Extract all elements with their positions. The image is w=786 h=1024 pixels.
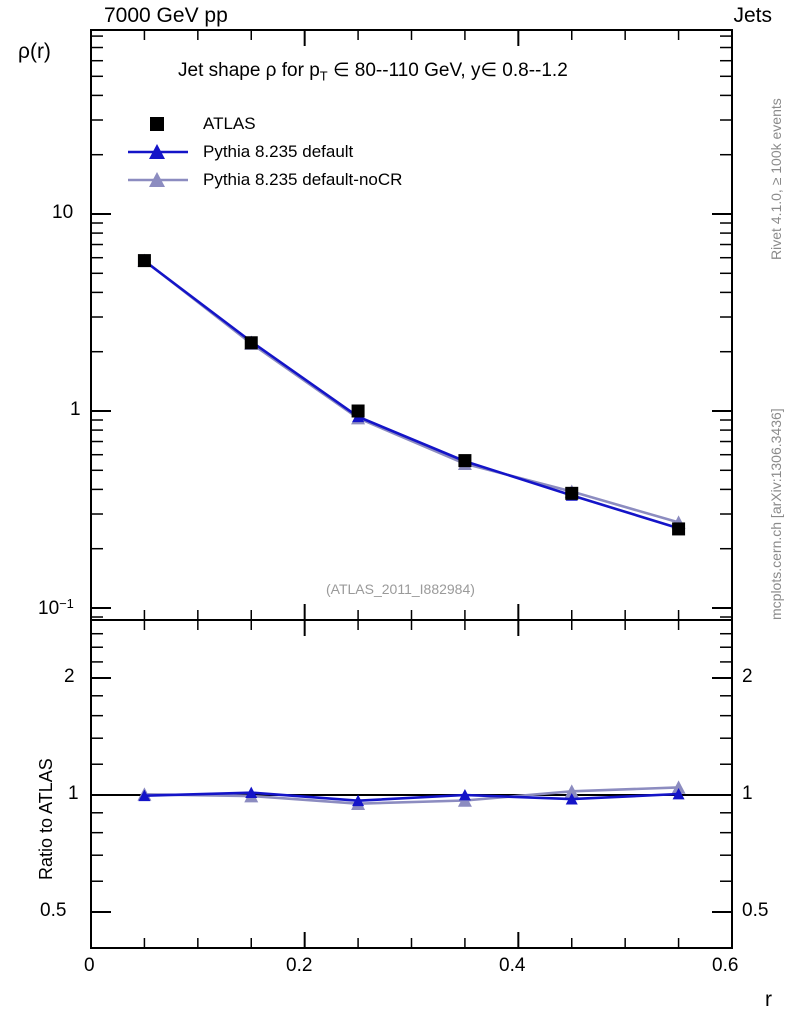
series-default-ratio (138, 786, 685, 807)
analysis-id-watermark: (ATLAS_2011_I882984) (326, 581, 475, 597)
main-ytick-label-0.1: 10−1 (38, 596, 74, 620)
ratio-ytick-label-2-left: 2 (64, 666, 75, 687)
header-category: Jets (733, 4, 772, 27)
legend-marker-atlas (150, 117, 164, 131)
legend-markers (128, 117, 188, 187)
xtick-label-02: 0.2 (286, 955, 313, 976)
ratio-panel-y-minor-ticks (91, 632, 732, 913)
main-y-axis-label: ρ(r) (18, 40, 51, 63)
xtick-label-06: 0.6 (712, 955, 739, 976)
ytick-base: 10 (38, 597, 60, 619)
main-panel-frame (90, 29, 733, 621)
series-nocr-main (137, 253, 686, 529)
main-ytick-label-10: 10 (52, 202, 74, 223)
mcplots-source-label: mcplots.cern.ch [arXiv:1306.3436] (768, 408, 784, 620)
title-suffix: ∈ 80--110 GeV, y∈ 0.8--1.2 (332, 60, 568, 81)
main-ytick-label-1: 1 (70, 399, 81, 420)
ratio-ytick-label-2-right: 2 (742, 666, 753, 687)
legend-label-default[interactable]: Pythia 8.235 default (203, 142, 354, 161)
ratio-panel-frame (90, 619, 733, 949)
ratio-panel-x-ticks (90, 620, 733, 948)
ratio-ytick-label-1-right: 1 (742, 783, 753, 804)
title-subscript: T (319, 68, 328, 84)
ytick-exponent: −1 (59, 596, 74, 611)
ratio-ytick-label-05-right: 0.5 (742, 900, 769, 921)
main-panel-y-major-ticks (91, 213, 732, 609)
xtick-label-0: 0 (84, 955, 95, 976)
ratio-ytick-label-1-left: 1 (68, 783, 79, 804)
title-prefix: Jet shape ρ for p (178, 60, 320, 81)
ratio-ytick-label-05-left: 0.5 (40, 900, 67, 921)
legend-label-atlas[interactable]: ATLAS (203, 114, 256, 133)
series-default-main (138, 254, 685, 534)
main-panel-x-ticks (90, 30, 733, 620)
xtick-label-04: 0.4 (499, 955, 526, 976)
legend-label-nocr[interactable]: Pythia 8.235 default-noCR (203, 170, 403, 189)
legend-marker-nocr (149, 172, 165, 187)
header-energy: 7000 GeV pp (104, 4, 228, 27)
main-panel-y-minor-ticks (91, 35, 732, 618)
rivet-version-label: Rivet 4.1.0, ≥ 100k events (768, 98, 784, 260)
legend-marker-default (149, 144, 165, 159)
page-title: Jet shape ρ for pT ∈ 80--110 GeV, y∈ 0.8… (178, 59, 568, 84)
series-atlas-main (137, 254, 686, 536)
ratio-y-axis-label: Ratio to ATLAS (36, 758, 56, 880)
x-axis-label: r (765, 988, 772, 1011)
